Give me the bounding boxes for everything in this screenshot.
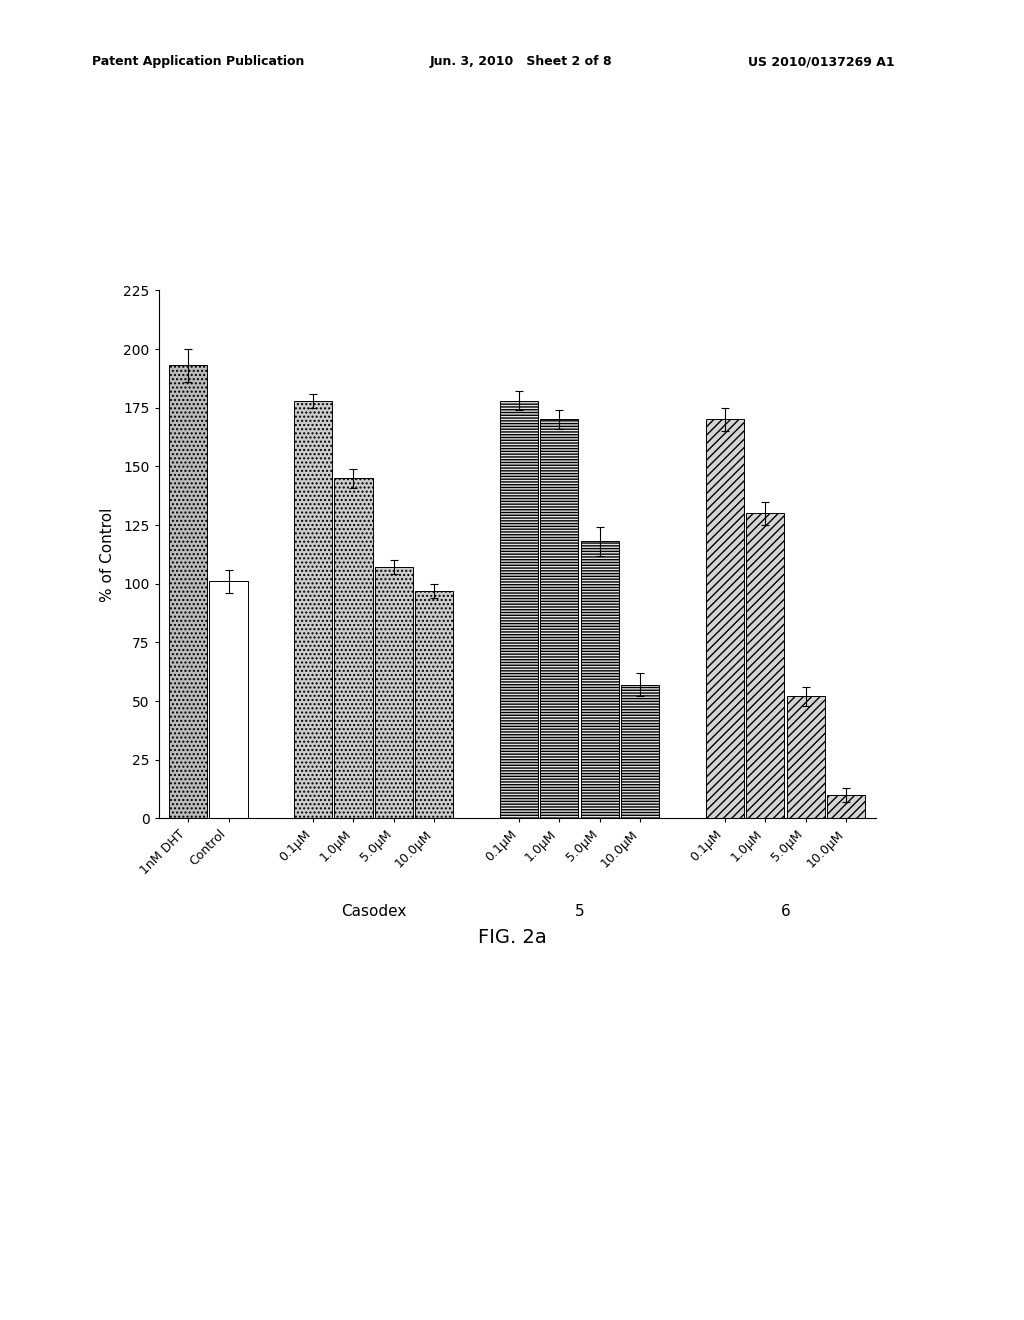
- Bar: [746, 513, 784, 818]
- Text: Casodex: Casodex: [341, 904, 407, 919]
- Bar: [294, 401, 332, 818]
- Bar: [416, 591, 454, 818]
- Bar: [622, 685, 659, 818]
- Text: Patent Application Publication: Patent Application Publication: [92, 55, 304, 69]
- Bar: [706, 420, 743, 818]
- Bar: [827, 795, 865, 818]
- Text: 6: 6: [780, 904, 791, 919]
- Bar: [541, 420, 579, 818]
- Text: 5: 5: [574, 904, 585, 919]
- Bar: [335, 478, 373, 818]
- Bar: [581, 541, 618, 818]
- Bar: [210, 581, 248, 818]
- Bar: [786, 697, 824, 818]
- Text: US 2010/0137269 A1: US 2010/0137269 A1: [748, 55, 894, 69]
- Bar: [375, 568, 413, 818]
- Bar: [500, 401, 538, 818]
- Y-axis label: % of Control: % of Control: [100, 507, 115, 602]
- Text: Jun. 3, 2010   Sheet 2 of 8: Jun. 3, 2010 Sheet 2 of 8: [430, 55, 612, 69]
- Text: FIG. 2a: FIG. 2a: [477, 928, 547, 946]
- Bar: [169, 366, 207, 818]
